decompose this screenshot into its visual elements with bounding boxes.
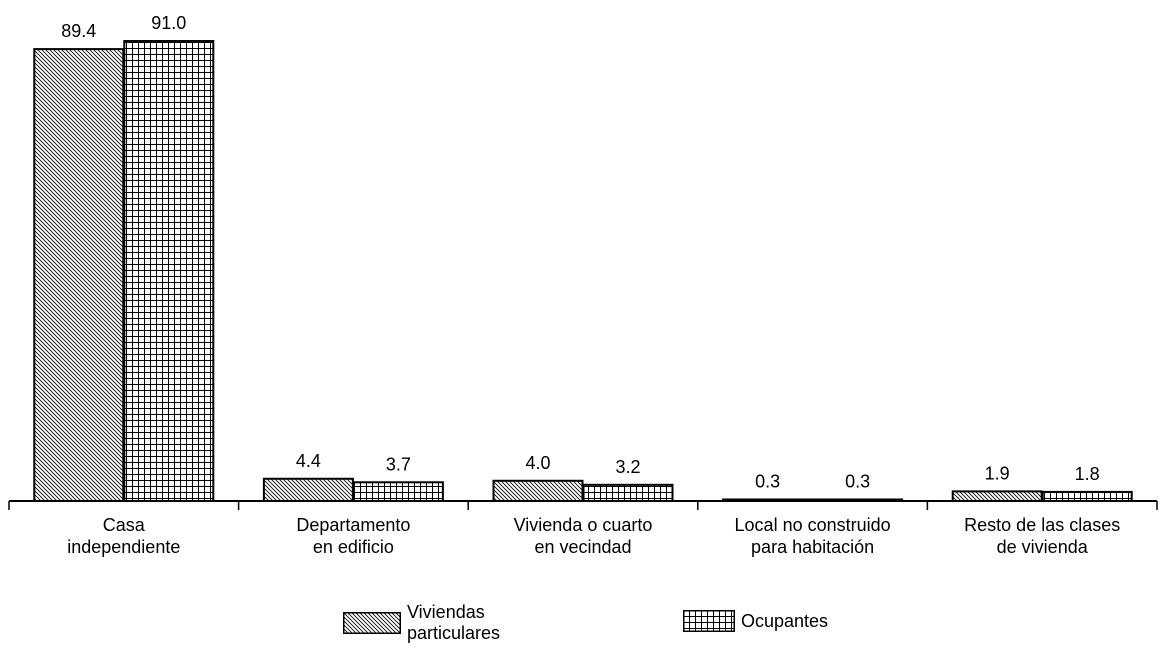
bar-ocupantes-4 (1041, 490, 1133, 502)
bar-ocupantes-1 (352, 481, 444, 502)
data-label-viviendas-1: 4.4 (296, 451, 321, 471)
bar-viviendas-0 (33, 48, 125, 502)
legend-swatch-ocupantes (683, 610, 735, 632)
data-label-ocupantes-3: 0.3 (845, 471, 870, 491)
category-label-4-line2: de vivienda (997, 537, 1089, 557)
bar-viviendas-1 (262, 477, 354, 502)
legend-label-viviendas-line1: Viviendas (407, 602, 485, 622)
legend-label-viviendas: Viviendas particulares (407, 602, 517, 644)
category-label-2-line1: Vivienda o cuarto (514, 515, 653, 535)
legend-swatch-viviendas (343, 612, 401, 634)
data-label-viviendas-0: 89.4 (61, 21, 96, 41)
legend-item-ocupantes: Ocupantes (683, 610, 828, 632)
data-label-viviendas-3: 0.3 (755, 471, 780, 491)
legend-label-viviendas-line2: particulares (407, 623, 501, 643)
category-label-1-line1: Departamento (296, 515, 410, 535)
data-label-viviendas-2: 4.0 (525, 453, 550, 473)
legend-label-ocupantes: Ocupantes (741, 610, 829, 631)
category-label-4-line1: Resto de las clases (964, 515, 1120, 535)
legend-item-viviendas: Viviendas particulares (343, 602, 517, 644)
bar-ocupantes-0 (123, 40, 215, 502)
data-label-ocupantes-0: 91.0 (151, 13, 186, 33)
bar-viviendas-4 (951, 490, 1043, 502)
category-label-1-line2: en edificio (313, 537, 394, 557)
category-label-3-line2: para habitación (751, 537, 874, 557)
bar-ocupantes-2 (582, 483, 674, 503)
data-label-ocupantes-2: 3.2 (615, 457, 640, 477)
bar-viviendas-2 (492, 479, 584, 502)
category-label-3-line1: Local no construido (735, 515, 891, 535)
category-label-0-line2: independiente (67, 537, 180, 557)
data-label-ocupantes-1: 3.7 (386, 454, 411, 474)
category-label-2-line2: en vecindad (534, 537, 631, 557)
data-label-ocupantes-4: 1.8 (1075, 464, 1100, 484)
legend: Viviendas particulares Ocupantes (0, 600, 1165, 652)
data-label-viviendas-4: 1.9 (985, 463, 1010, 483)
category-label-0-line1: Casa (103, 515, 146, 535)
